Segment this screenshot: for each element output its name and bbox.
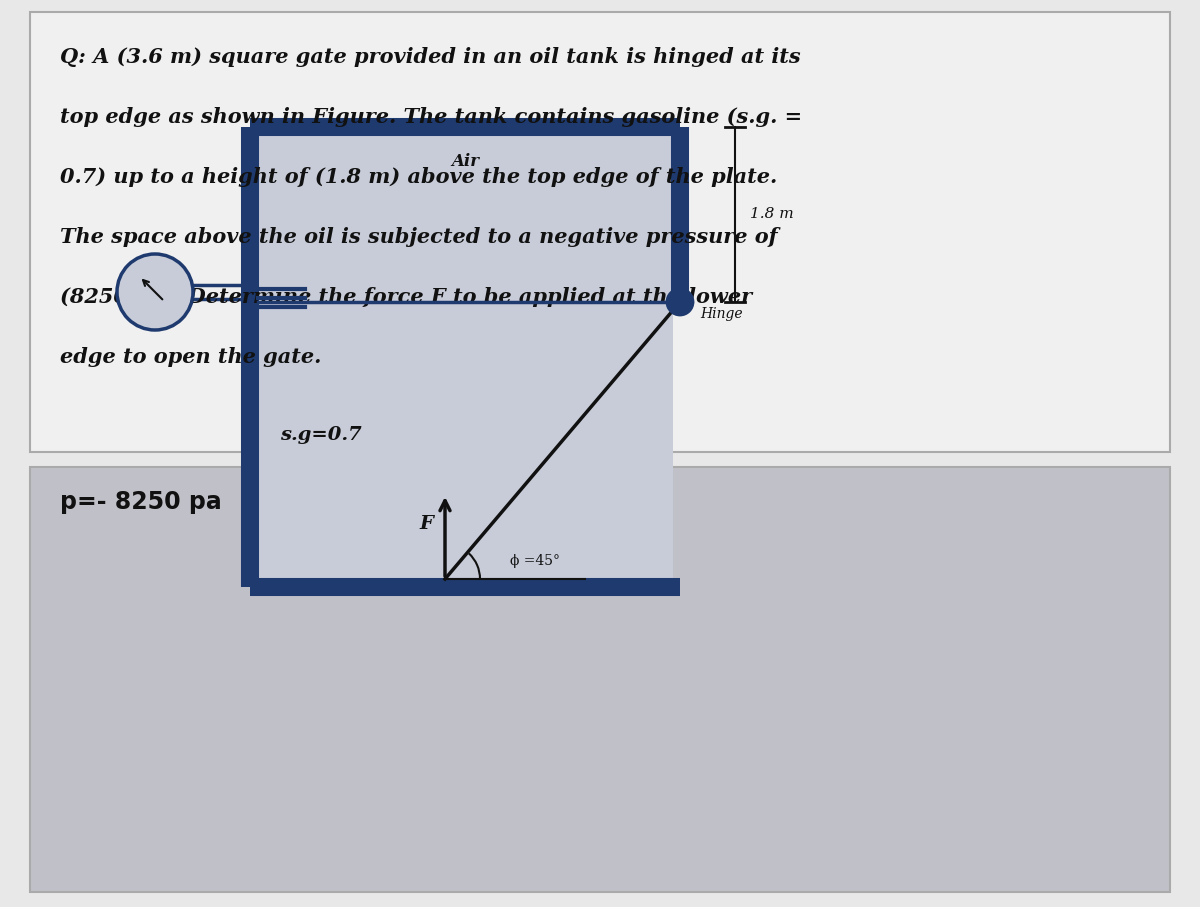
Text: s.g=0.7: s.g=0.7: [280, 425, 361, 444]
FancyBboxPatch shape: [30, 12, 1170, 452]
Text: The space above the oil is subjected to a negative pressure of: The space above the oil is subjected to …: [60, 227, 778, 247]
Text: F: F: [419, 515, 433, 533]
Circle shape: [667, 289, 694, 315]
Text: 1.8 m: 1.8 m: [750, 208, 793, 221]
Text: (8250 pa). Determine the force F to bе applied at the lower: (8250 pa). Determine the force F to bе a…: [60, 287, 752, 307]
Text: p=- 8250 pa: p=- 8250 pa: [60, 490, 222, 514]
Text: Q: A (3.6 m) square gate provided in an oil tank is hinged at its: Q: A (3.6 m) square gate provided in an …: [60, 47, 800, 67]
Text: 0.7) up to a height of (1.8 m) above the top edge of the plate.: 0.7) up to a height of (1.8 m) above the…: [60, 167, 778, 187]
Text: ϕ =45°: ϕ =45°: [510, 554, 560, 568]
Text: edge to open the gate.: edge to open the gate.: [60, 347, 322, 367]
Text: Air: Air: [451, 153, 479, 171]
Text: Hinge: Hinge: [700, 307, 743, 321]
FancyBboxPatch shape: [30, 467, 1170, 892]
Text: top edge as shown in Figure. The tank contains gasoline (s.g. =: top edge as shown in Figure. The tank co…: [60, 107, 802, 127]
FancyBboxPatch shape: [257, 134, 673, 580]
Circle shape: [118, 254, 193, 330]
